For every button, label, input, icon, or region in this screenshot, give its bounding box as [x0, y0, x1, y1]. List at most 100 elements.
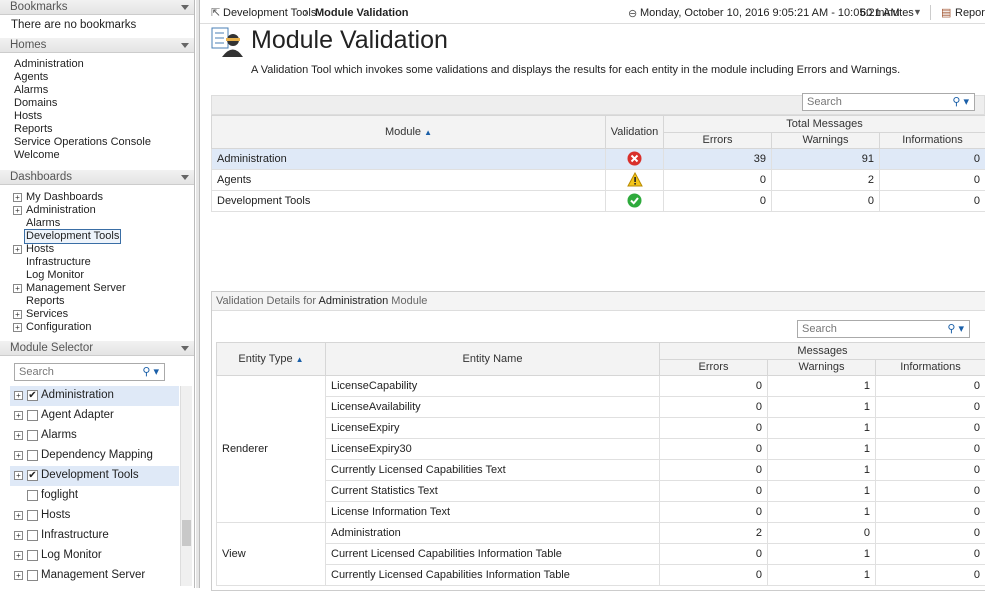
checkbox[interactable] — [27, 510, 38, 521]
group-header: Total Messages — [664, 116, 985, 133]
checkbox[interactable] — [27, 430, 38, 441]
search-box[interactable]: Search — [802, 93, 975, 111]
column-header[interactable]: Entity Type ▲ — [217, 343, 326, 376]
scroll-thumb[interactable] — [182, 520, 191, 546]
tree-item[interactable]: Management Server — [26, 282, 126, 295]
expand-toggle[interactable]: + — [14, 551, 23, 560]
expand-toggle[interactable]: + — [14, 511, 23, 520]
column-header[interactable]: Informations — [876, 359, 985, 376]
module-option[interactable]: Alarms — [41, 429, 77, 442]
section-header[interactable]: Homes — [0, 38, 194, 53]
details-table: Entity Type ▲ Entity Name Messages Error… — [216, 342, 985, 586]
column-header[interactable]: Errors — [664, 132, 772, 149]
expand-toggle[interactable]: + — [13, 310, 22, 319]
entity-name-cell: LicenseAvailability — [326, 397, 660, 418]
section-header[interactable]: Module Selector — [0, 341, 194, 356]
nav-link[interactable]: Service Operations Console — [14, 136, 151, 149]
nav-link[interactable]: Agents — [14, 71, 48, 84]
breadcrumb-separator: › — [304, 7, 308, 19]
nav-link[interactable]: Hosts — [14, 110, 42, 123]
section-header[interactable]: Dashboards — [0, 170, 194, 185]
column-header[interactable]: Warnings — [768, 359, 876, 376]
column-header[interactable]: Warnings — [772, 132, 880, 149]
entity-type-cell: Renderer — [217, 376, 326, 523]
nav-link[interactable]: Welcome — [14, 149, 60, 162]
expand-toggle[interactable]: + — [13, 193, 22, 202]
entity-name-cell: License Information Text — [326, 502, 660, 523]
tree-item[interactable]: Services — [26, 308, 68, 321]
nav-link[interactable]: Domains — [14, 97, 57, 110]
tree-item[interactable]: Configuration — [26, 321, 91, 334]
tree-item[interactable]: Development Tools — [25, 230, 120, 243]
module-option[interactable]: Infrastructure — [41, 529, 109, 542]
expand-toggle[interactable]: + — [13, 284, 22, 293]
module-option[interactable]: Management Server — [41, 569, 145, 582]
dropdown-arrow[interactable]: ▼ — [913, 7, 922, 17]
column-header[interactable]: Module ▲ — [212, 116, 606, 149]
breadcrumb-link[interactable]: Development Tools — [223, 7, 316, 19]
expand-toggle[interactable]: + — [13, 323, 22, 332]
module-option[interactable]: foglight — [41, 489, 78, 502]
checkbox[interactable] — [27, 450, 38, 461]
checkbox[interactable] — [27, 550, 38, 561]
checkbox[interactable] — [27, 410, 38, 421]
count-cell: 1 — [768, 397, 876, 418]
column-header[interactable]: Validation — [606, 116, 664, 149]
reports-link[interactable]: Report — [955, 7, 985, 19]
checkbox[interactable]: ✔ — [27, 470, 38, 481]
column-header[interactable]: Entity Name — [326, 343, 660, 376]
column-header[interactable]: Errors — [660, 359, 768, 376]
count-cell: 0 — [660, 418, 768, 439]
module-option[interactable]: Dependency Mapping — [41, 449, 153, 462]
tree-item[interactable]: Log Monitor — [26, 269, 84, 282]
expand-toggle[interactable]: + — [13, 245, 22, 254]
checkbox[interactable]: ✔ — [27, 390, 38, 401]
expand-toggle[interactable]: + — [14, 411, 23, 420]
search-box[interactable]: Search — [14, 363, 165, 381]
module-option[interactable]: Agent Adapter — [41, 409, 114, 422]
checkbox[interactable] — [27, 490, 38, 501]
tree-item[interactable]: Administration — [26, 204, 96, 217]
entity-name-cell: Currently Licensed Capabilities Text — [326, 460, 660, 481]
tree-item[interactable]: Infrastructure — [26, 256, 91, 269]
expand-toggle[interactable]: + — [14, 391, 23, 400]
nav-link[interactable]: Reports — [14, 123, 53, 136]
expand-toggle[interactable]: + — [14, 451, 23, 460]
expand-toggle[interactable]: + — [14, 471, 23, 480]
entity-name-cell: Administration — [326, 523, 660, 544]
expand-toggle[interactable]: + — [13, 206, 22, 215]
scrollbar[interactable] — [180, 386, 192, 586]
expand-toggle[interactable]: + — [14, 571, 23, 580]
checkbox[interactable] — [27, 570, 38, 581]
tree-item[interactable]: My Dashboards — [26, 191, 103, 204]
column-header[interactable]: Informations — [880, 132, 985, 149]
expand-toggle[interactable]: + — [14, 531, 23, 540]
module-option[interactable]: Development Tools — [41, 469, 139, 482]
tree-item[interactable]: Reports — [26, 295, 65, 308]
duration[interactable]: 60 minutes — [860, 7, 914, 19]
splitter[interactable] — [196, 0, 200, 588]
module-option[interactable]: Log Monitor — [41, 549, 102, 562]
section-header[interactable]: Bookmarks — [0, 0, 194, 15]
validation-cell — [606, 191, 664, 212]
checkbox[interactable] — [27, 530, 38, 541]
nav-link[interactable]: Administration — [14, 58, 84, 71]
module-option[interactable]: Hosts — [41, 509, 70, 522]
count-cell: 0 — [772, 191, 880, 212]
table-row: Currently Licensed Capabilities Informat… — [217, 565, 985, 586]
tree-item[interactable]: Hosts — [26, 243, 54, 256]
count-cell: 0 — [876, 397, 985, 418]
expand-toggle[interactable]: + — [14, 431, 23, 440]
search-box[interactable]: Search — [797, 320, 970, 338]
tree-item[interactable]: Alarms — [26, 217, 60, 230]
module-option[interactable]: Administration — [41, 389, 114, 402]
count-cell: 0 — [880, 149, 985, 170]
nav-link[interactable]: Alarms — [14, 84, 48, 97]
